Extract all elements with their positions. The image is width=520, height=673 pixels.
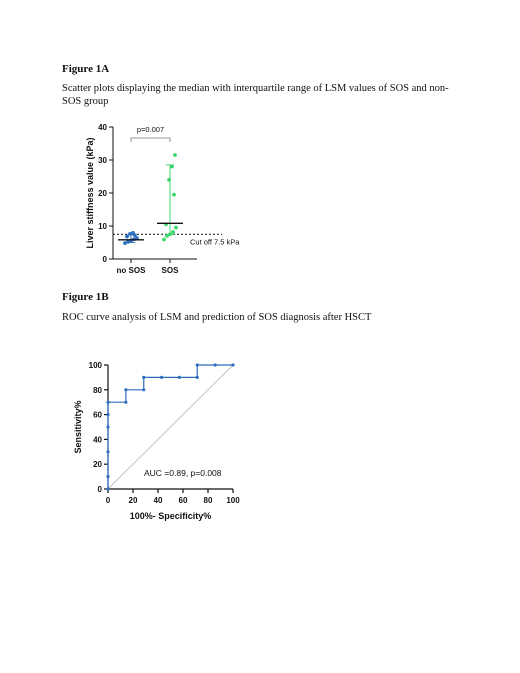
y-tick-label: 60 xyxy=(93,411,102,420)
scatter-chart: 0 10 20 30 40 no SOS SOS Cut off 7.5 kPa p=0.… xyxy=(85,123,240,275)
roc-point xyxy=(142,388,146,392)
y-tick-label: 20 xyxy=(98,189,107,198)
x-tick-label: 20 xyxy=(129,496,138,505)
x-tick-label: no SOS xyxy=(117,266,147,275)
p-value-label: p=0.007 xyxy=(137,125,164,134)
figure-1a-heading: Figure 1A xyxy=(62,63,110,75)
y-axis-label: Sensitivity% xyxy=(73,400,83,453)
y-tick-label: 20 xyxy=(93,460,102,469)
x-tick-label: 100 xyxy=(226,496,240,505)
data-point xyxy=(174,225,178,230)
x-tick-label: 80 xyxy=(204,496,213,505)
x-tick-label: 40 xyxy=(154,496,163,505)
y-tick-label: 0 xyxy=(103,255,108,264)
roc-point xyxy=(195,363,199,367)
roc-point xyxy=(142,375,146,379)
roc-point xyxy=(177,375,181,379)
x-tick-label: 60 xyxy=(179,496,188,505)
x-tick-label: 0 xyxy=(106,496,111,505)
data-point xyxy=(171,230,175,234)
roc-point xyxy=(106,413,110,417)
x-axis-label: 100%- Specificity% xyxy=(130,511,212,521)
roc-point xyxy=(160,375,164,379)
y-tick-label: 40 xyxy=(93,435,102,444)
roc-point xyxy=(124,400,128,404)
roc-point xyxy=(106,475,110,479)
roc-point xyxy=(213,363,217,367)
data-point xyxy=(131,231,135,235)
data-point xyxy=(162,237,166,242)
cutoff-label: Cut off 7.5 kPa xyxy=(190,237,240,246)
data-point xyxy=(173,153,177,157)
significance-bracket xyxy=(130,137,171,142)
reference-diagonal xyxy=(107,364,234,490)
roc-point xyxy=(124,388,128,392)
roc-point xyxy=(231,363,235,367)
y-axis-label: Liver stiffness value (kPa) xyxy=(85,137,95,248)
x-tick-label: SOS xyxy=(162,266,180,275)
data-point xyxy=(125,234,129,239)
y-tick-label: 40 xyxy=(98,123,107,132)
roc-point xyxy=(195,375,199,379)
data-point xyxy=(172,192,176,197)
roc-point xyxy=(106,487,110,491)
y-tick-label: 0 xyxy=(98,485,103,494)
figure-1a-caption: Scatter plots displaying the median with… xyxy=(62,83,449,107)
roc-point xyxy=(106,450,110,454)
figure-1b-caption: ROC curve analysis of LSM and prediction… xyxy=(62,312,372,323)
roc-point xyxy=(106,425,110,429)
figure-1b-heading: Figure 1B xyxy=(62,291,109,303)
y-tick-label: 80 xyxy=(93,386,102,395)
data-point xyxy=(123,241,127,246)
roc-chart: 0 20 40 60 80 100 0 20 40 60 80 100 AUC =0.89, p=0… xyxy=(73,361,240,521)
roc-point xyxy=(106,400,110,404)
auc-label: AUC =0.89, p=0.008 xyxy=(144,468,222,478)
roc-curve xyxy=(107,364,233,489)
y-tick-label: 10 xyxy=(98,222,107,231)
y-tick-label: 30 xyxy=(98,156,107,165)
y-tick-label: 100 xyxy=(89,361,103,370)
data-point xyxy=(170,164,174,169)
